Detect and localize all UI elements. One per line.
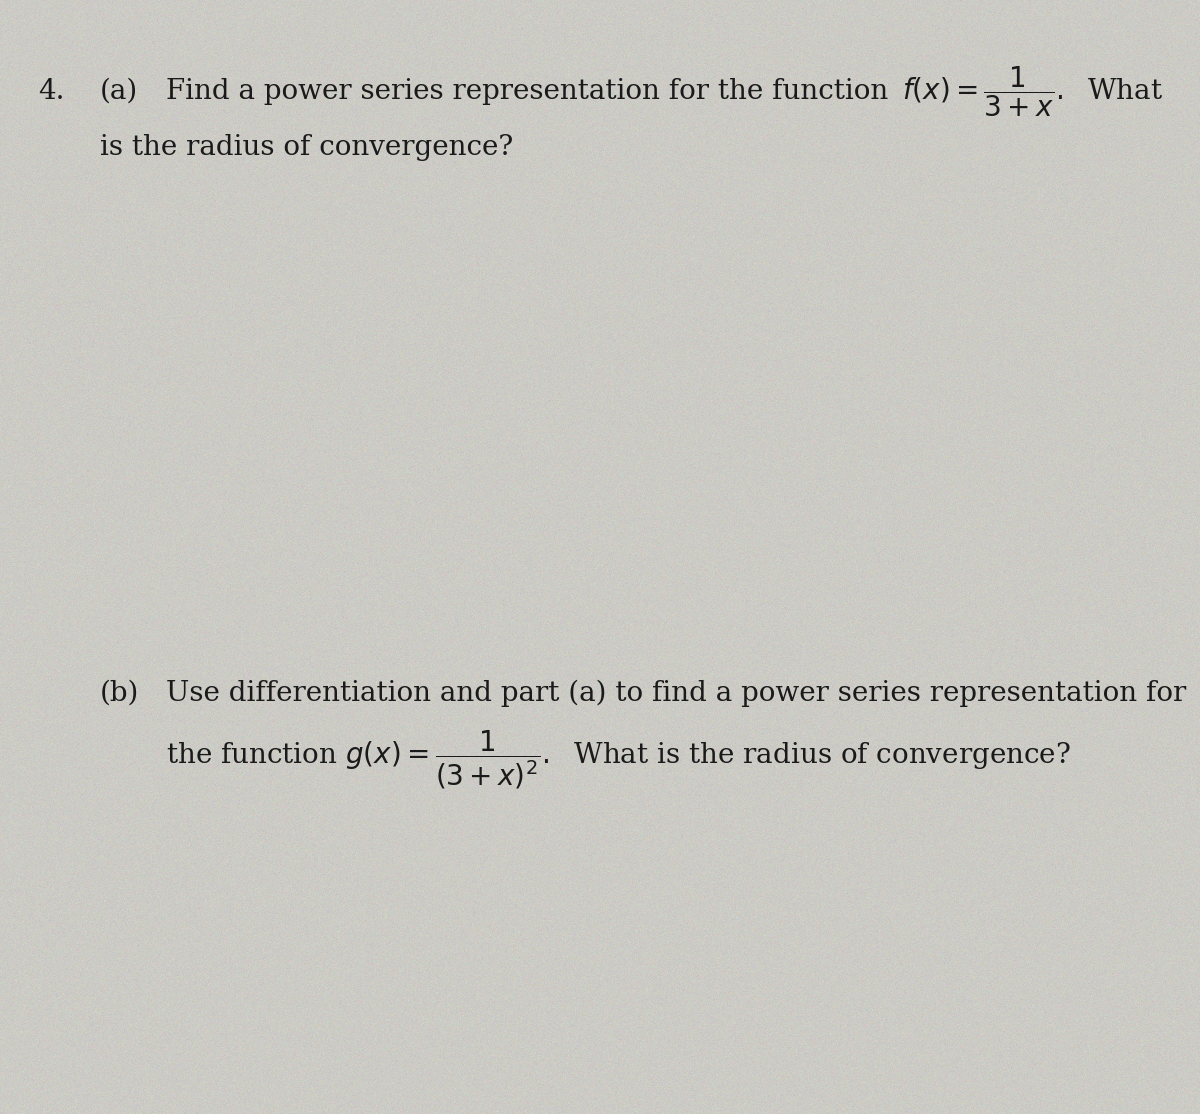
Text: (a): (a) [100, 78, 138, 105]
Text: Find a power series representation for the function: Find a power series representation for t… [166, 78, 888, 105]
Text: the function $g(x) = \dfrac{1}{(3+x)^2}.$  What is the radius of convergence?: the function $g(x) = \dfrac{1}{(3+x)^2}.… [166, 729, 1070, 791]
Text: is the radius of convergence?: is the radius of convergence? [100, 134, 512, 160]
Text: Use differentiation and part (a) to find a power series representation for: Use differentiation and part (a) to find… [166, 680, 1186, 706]
Text: (b): (b) [100, 680, 139, 706]
Text: $f(x) = \dfrac{1}{3+x}.$  What: $f(x) = \dfrac{1}{3+x}.$ What [902, 63, 1164, 119]
Text: 4.: 4. [38, 78, 65, 105]
